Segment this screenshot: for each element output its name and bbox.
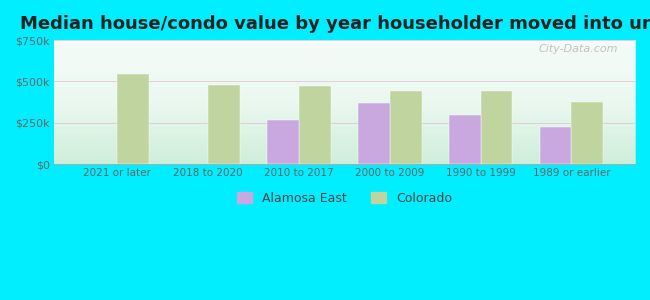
Bar — [571, 102, 603, 164]
Title: Median house/condo value by year householder moved into unit: Median house/condo value by year househo… — [20, 15, 650, 33]
Bar — [299, 86, 331, 164]
Legend: Alamosa East, Colorado: Alamosa East, Colorado — [231, 187, 457, 210]
Text: City-Data.com: City-Data.com — [538, 44, 617, 54]
Bar — [267, 120, 299, 164]
Bar — [208, 85, 240, 164]
Bar — [390, 91, 422, 164]
Bar — [358, 103, 390, 164]
Bar — [540, 127, 571, 164]
Bar — [449, 115, 480, 164]
Bar — [480, 92, 512, 164]
Bar — [118, 74, 149, 164]
